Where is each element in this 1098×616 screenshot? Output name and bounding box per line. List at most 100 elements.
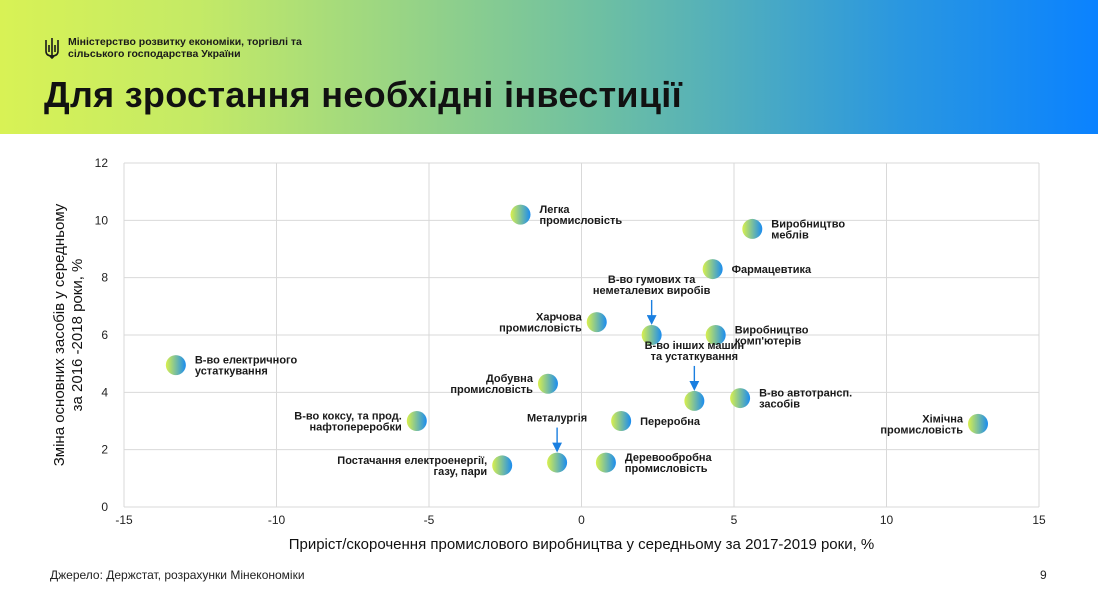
data-point-marker bbox=[586, 312, 607, 333]
y-tick-label: 8 bbox=[101, 271, 108, 285]
data-point-label: В-во інших машин та устаткування bbox=[645, 340, 745, 363]
data-point: Деревообробна промисловість bbox=[595, 452, 713, 475]
data-point-marker bbox=[641, 325, 662, 345]
data-point-label-line: Хімічна bbox=[922, 413, 964, 425]
data-point-marker bbox=[702, 259, 723, 280]
page-title: Для зростання необхідні інвестиції bbox=[44, 74, 683, 115]
x-axis-label: Приріст/скорочення промислового виробниц… bbox=[289, 536, 875, 553]
data-point-label-line: меблів bbox=[771, 229, 809, 241]
data-point: Легка промисловість bbox=[510, 204, 623, 227]
data-point-label-line: та устаткування bbox=[651, 351, 738, 363]
y-axis-label-line: за 2016 -2018 роки, % bbox=[69, 259, 86, 412]
data-point-label-line: В-во гумових та bbox=[608, 274, 696, 286]
data-point-label: В-во автотрансп. засобів bbox=[759, 388, 852, 411]
data-point-marker bbox=[165, 355, 186, 376]
data-point-label: В-во електричного устаткування bbox=[195, 355, 298, 378]
data-point: Металургія bbox=[527, 413, 587, 473]
y-axis-label: Зміна основних засобів у середньомуза 20… bbox=[51, 203, 86, 466]
data-point-label-line: промисловість bbox=[880, 424, 963, 436]
data-point: В-во коксу, та прод. нафтопереробки bbox=[294, 411, 427, 434]
x-tick-label: 15 bbox=[1032, 513, 1046, 527]
data-point-label-line: Харчова bbox=[536, 312, 583, 324]
data-point-label: Виробництво меблів bbox=[771, 218, 845, 241]
data-point-label-line: Деревообробна bbox=[625, 452, 713, 464]
data-point-label: В-во коксу, та прод. нафтопереробки bbox=[294, 411, 402, 434]
data-point: Харчова промисловість bbox=[499, 312, 607, 335]
data-point-label-line: Переробна bbox=[640, 416, 701, 428]
data-point-label-line: устаткування bbox=[195, 366, 268, 378]
scatter-chart: 0 2 4 6 8 10 12 -15 -10 -5 0 5 10 15 Приріст/скорочен… bbox=[51, 156, 1046, 553]
data-point-marker bbox=[537, 373, 558, 394]
data-point-label-line: Легка bbox=[540, 204, 571, 216]
data-point-label-line: промисловість bbox=[450, 384, 533, 396]
data-point: Переробна bbox=[611, 411, 701, 431]
data-point-label: Металургія bbox=[527, 413, 587, 425]
data-point-marker bbox=[705, 325, 726, 345]
x-tick-label: -10 bbox=[268, 513, 286, 527]
data-point-marker bbox=[492, 455, 513, 476]
data-point: В-во автотрансп. засобів bbox=[730, 388, 852, 411]
data-point-marker bbox=[968, 413, 988, 434]
data-point-label-line: Фармацевтика bbox=[732, 264, 812, 276]
data-point-label-line: Постачання електроенергії, bbox=[337, 455, 487, 467]
data-point-label: В-во гумових та неметалевих виробів bbox=[593, 274, 711, 297]
data-point: Хімічна промисловість bbox=[880, 413, 988, 436]
data-point-label-line: промисловість bbox=[625, 463, 708, 475]
data-point-marker bbox=[595, 452, 616, 473]
data-point: В-во електричного устаткування bbox=[165, 355, 298, 378]
data-point-label-line: Добувна bbox=[486, 373, 534, 385]
data-point-label-line: газу, пари bbox=[434, 466, 488, 478]
data-point-label-line: промисловість bbox=[499, 323, 582, 335]
data-point-label-line: Металургія bbox=[527, 413, 587, 425]
data-point-label-line: промисловість bbox=[540, 215, 623, 227]
data-point-marker bbox=[742, 218, 763, 239]
y-tick-label: 10 bbox=[95, 213, 109, 227]
ministry-logo-block: Міністерство розвитку економіки, торгівл… bbox=[44, 36, 348, 60]
data-point: В-во інших машин та устаткування bbox=[645, 340, 745, 411]
x-tick-label: -15 bbox=[115, 513, 133, 527]
data-point-label-line: комп'ютерів bbox=[735, 336, 802, 348]
data-point-marker bbox=[611, 411, 632, 431]
data-point-marker bbox=[510, 204, 531, 225]
data-point-label: Легка промисловість bbox=[540, 204, 623, 227]
data-point-label: Постачання електроенергії, газу, пари bbox=[337, 455, 487, 478]
data-point-label-line: засобів bbox=[759, 399, 800, 411]
data-point-label: Харчова промисловість bbox=[499, 312, 582, 335]
data-point: Виробництво комп'ютерів bbox=[705, 325, 809, 348]
header-banner: Міністерство розвитку економіки, торгівл… bbox=[0, 0, 1098, 134]
data-point: Фармацевтика bbox=[702, 259, 812, 280]
data-point-label-line: нафтопереробки bbox=[309, 422, 401, 434]
data-point-label: Фармацевтика bbox=[732, 264, 812, 276]
y-axis-label-line: Зміна основних засобів у середньому bbox=[51, 203, 68, 466]
source-note: Джерело: Держстат, розрахунки Мінекономі… bbox=[50, 568, 305, 582]
trident-icon bbox=[45, 38, 59, 59]
data-point-marker bbox=[547, 452, 568, 473]
data-point-label-line: неметалевих виробів bbox=[593, 285, 711, 297]
data-point-label: Деревообробна промисловість bbox=[625, 452, 713, 475]
data-point-label-line: Виробництво bbox=[771, 218, 845, 230]
y-tick-label: 12 bbox=[95, 156, 109, 170]
data-point-label-line: В-во автотрансп. bbox=[759, 388, 852, 400]
y-tick-label: 6 bbox=[101, 328, 108, 342]
x-tick-label: 5 bbox=[731, 513, 738, 527]
data-point-label: Виробництво комп'ютерів bbox=[735, 325, 809, 348]
x-tick-label: 0 bbox=[578, 513, 585, 527]
x-tick-label: 10 bbox=[880, 513, 894, 527]
x-tick-label: -5 bbox=[424, 513, 435, 527]
y-tick-label: 4 bbox=[101, 385, 108, 399]
data-point-label-line: В-во інших машин bbox=[645, 340, 745, 352]
data-point-label: Хімічна промисловість bbox=[880, 413, 963, 436]
data-point-label: Переробна bbox=[640, 416, 701, 428]
data-point-marker bbox=[684, 390, 705, 411]
data-point-label-line: В-во електричного bbox=[195, 355, 298, 367]
data-point-marker bbox=[730, 388, 751, 409]
y-tick-label: 2 bbox=[101, 443, 108, 457]
page-number: 9 bbox=[1040, 568, 1047, 582]
data-point-label: Добувна промисловість bbox=[450, 373, 533, 396]
data-point-marker bbox=[406, 411, 427, 431]
ministry-name: Міністерство розвитку економіки, торгівл… bbox=[68, 36, 302, 60]
data-point-label-line: Виробництво bbox=[735, 325, 809, 337]
data-point: В-во гумових та неметалевих виробів bbox=[593, 274, 711, 345]
y-tick-label: 0 bbox=[101, 500, 108, 514]
data-point: Виробництво меблів bbox=[742, 218, 845, 241]
